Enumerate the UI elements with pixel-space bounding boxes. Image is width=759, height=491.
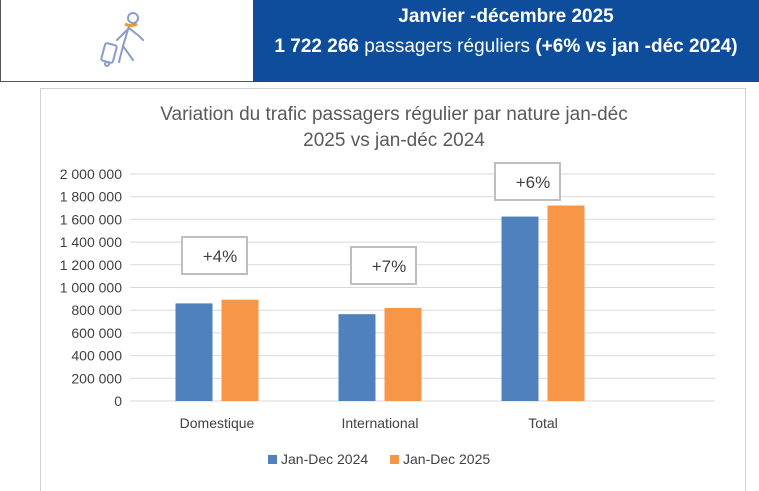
- header-title: Janvier -décembre 2025: [398, 6, 614, 27]
- x-tick-label: Total: [528, 415, 558, 431]
- traveler-with-luggage-icon: [100, 12, 144, 67]
- total-passengers: 1 722 266: [274, 36, 359, 57]
- y-tick-label: 1 400 000: [60, 234, 122, 250]
- legend-swatch: [390, 455, 399, 464]
- y-tick-label: 1 600 000: [60, 211, 122, 227]
- y-tick-label: 1 800 000: [60, 189, 122, 205]
- annotation-box: [494, 162, 561, 201]
- chart-title-line1: Variation du trafic passagers régulier p…: [160, 104, 628, 125]
- annotation-label: +6%: [516, 173, 551, 192]
- x-tick-label: International: [341, 415, 418, 431]
- annotation-box: [181, 236, 248, 275]
- y-tick-label: 600 000: [71, 325, 122, 341]
- y-tick-label: 2 000 000: [60, 166, 122, 182]
- legend-label: Jan-Dec 2024: [281, 451, 368, 467]
- y-tick-label: 1 200 000: [60, 257, 122, 273]
- subtitle-text: passagers réguliers: [358, 36, 536, 57]
- header-subtitle: 1 722 266 passagers réguliers (+6% vs ja…: [253, 36, 759, 58]
- annotation-box: [350, 246, 417, 285]
- y-tick-label: 800 000: [71, 302, 122, 318]
- bar-total-1: [547, 205, 585, 401]
- legend-swatch: [268, 455, 277, 464]
- legend-label: Jan-Dec 2025: [403, 451, 490, 467]
- header-logo-box: [0, 0, 254, 82]
- chart-title-line2: 2025 vs jan-déc 2024: [303, 130, 485, 151]
- y-tick-label: 400 000: [71, 348, 122, 364]
- bar-international-1: [384, 307, 422, 401]
- annotation-label: +7%: [372, 257, 407, 276]
- header-banner: Janvier -décembre 2025 1 722 266 passage…: [253, 0, 759, 82]
- x-tick-label: Domestique: [180, 415, 255, 431]
- bar-total-0: [501, 216, 539, 401]
- bar-international-0: [338, 314, 376, 401]
- y-tick-label: 0: [114, 393, 122, 409]
- bar-domestique-1: [221, 299, 259, 401]
- subtitle-comparison: (+6% vs jan -déc 2024): [535, 36, 738, 57]
- chart-panel: [40, 88, 746, 491]
- annotation-label: +4%: [203, 247, 238, 266]
- y-tick-label: 1 000 000: [60, 280, 122, 296]
- bar-domestique-0: [175, 303, 213, 401]
- y-tick-label: 200 000: [71, 370, 122, 386]
